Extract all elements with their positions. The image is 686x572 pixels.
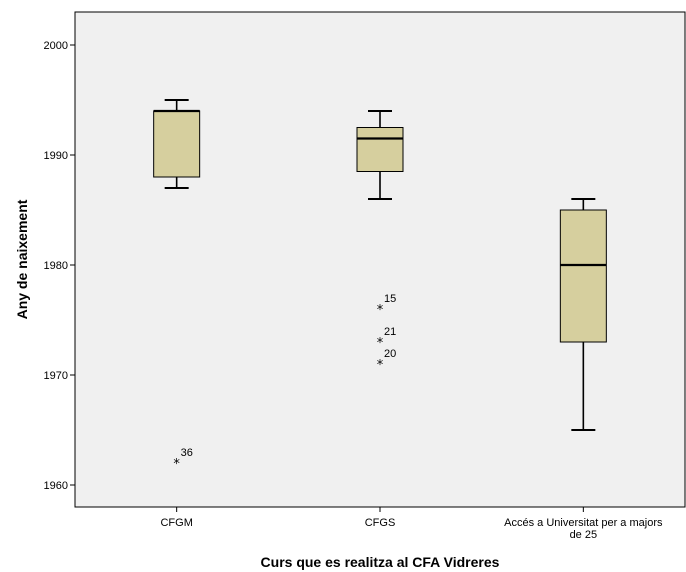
outlier-marker: * — [377, 303, 384, 318]
outlier-label: 20 — [384, 348, 396, 360]
outlier-marker: * — [173, 457, 180, 472]
box — [356, 127, 404, 172]
outlier-label: 36 — [181, 447, 193, 459]
x-tick-label-line: CFGS — [365, 517, 396, 529]
box-1: *36 — [153, 99, 201, 472]
x-tick-label: CFGM — [160, 517, 192, 529]
y-axis-title: Any de naixement — [14, 199, 30, 319]
outlier-marker: * — [377, 336, 384, 351]
x-tick-label: Accés a Universitat per a majors de 25 — [504, 517, 663, 541]
outlier-label: 15 — [384, 293, 396, 305]
y-tick-label: 2000 — [44, 40, 68, 52]
y-axis: 1960 1970 1980 1990 2000 — [44, 40, 75, 492]
box — [559, 209, 607, 343]
box-3 — [559, 198, 607, 431]
outlier-label: 21 — [384, 326, 396, 338]
y-tick-label: 1970 — [44, 370, 68, 382]
x-axis-title: Curs que es realitza al CFA Vidreres — [261, 554, 500, 570]
boxes-group: *36*15*21*20 — [153, 99, 607, 472]
outlier-marker: * — [377, 358, 384, 373]
x-tick-label-line: Accés a Universitat per a majors — [504, 517, 663, 529]
y-tick-label: 1980 — [44, 260, 68, 272]
x-axis: CFGM CFGS Accés a Universitat per a majors… — [160, 507, 663, 541]
x-tick-label-line: CFGM — [160, 517, 192, 529]
x-tick-label: CFGS — [365, 517, 396, 529]
y-tick-label: 1990 — [44, 150, 68, 162]
box-2: *15*21*20 — [356, 110, 404, 373]
x-tick-label-line: de 25 — [570, 529, 598, 541]
y-tick-label: 1960 — [44, 480, 68, 492]
box — [153, 110, 201, 178]
